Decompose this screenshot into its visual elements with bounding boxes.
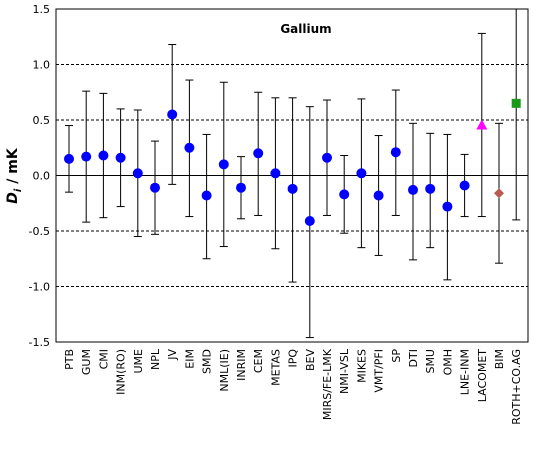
data-point: [253, 148, 264, 159]
data-point: [236, 182, 246, 193]
x-tick-label: UME: [132, 349, 145, 374]
data-point: [390, 147, 401, 158]
y-tick-label: 1.5: [33, 3, 51, 16]
data-point: [184, 142, 195, 153]
x-tick-label: NPL: [149, 348, 162, 370]
data-point: [98, 150, 109, 161]
x-tick-label: PTB: [63, 349, 76, 370]
data-point: [304, 216, 315, 227]
x-tick-label: CEM: [252, 349, 265, 373]
x-tick-label: INRIM: [235, 349, 248, 381]
y-tick-label: 1.0: [33, 59, 51, 72]
x-axis-labels: PTB GUM CMI INM(RO) UME NPL JV EIM SMD NML(IE) INR…: [63, 348, 523, 425]
data-point-diamond: [494, 188, 504, 199]
x-tick-label: MIKES: [355, 349, 368, 383]
x-tick-label: EIM: [183, 349, 196, 369]
y-tick-label: 0.5: [33, 114, 51, 127]
x-tick-label: IPQ: [287, 349, 300, 368]
data-point: [218, 159, 229, 170]
data-point: [408, 184, 418, 195]
x-tick-label: SMU: [424, 349, 437, 374]
data-point: [64, 153, 74, 164]
x-tick-label: METAS: [269, 349, 282, 386]
x-tick-label: CMI: [97, 349, 110, 369]
x-tick-label: SMD: [201, 349, 214, 374]
data-point: [201, 190, 212, 201]
y-axis-title-subscript: i: [13, 188, 24, 192]
x-tick-label: SP: [390, 349, 403, 363]
x-tick-label: NML(IE): [218, 349, 231, 392]
x-tick-label: BEV: [304, 349, 317, 371]
x-tick-label: ROTH+CO.AG: [510, 349, 523, 425]
x-tick-label: MIRS/FE-LMK: [321, 348, 334, 420]
x-tick-label: LNE-INM: [459, 349, 472, 395]
y-axis-title-main: D: [5, 192, 21, 204]
x-tick-label: LACOMET: [476, 349, 489, 402]
data-point: [132, 168, 143, 179]
data-point: [442, 201, 453, 212]
data-point: [81, 151, 92, 162]
data-point: [425, 183, 436, 194]
data-point: [115, 152, 126, 163]
data-point: [459, 180, 470, 191]
y-tick-label: -1.0: [29, 281, 50, 294]
x-tick-label: DTI: [407, 349, 420, 367]
data-point: [167, 109, 178, 120]
data-point: [322, 152, 332, 163]
x-tick-label: GUM: [80, 349, 93, 375]
x-tick-label: VMT/PFI: [373, 349, 386, 393]
x-tick-label: BIM: [493, 349, 506, 369]
x-tick-label: JV: [166, 349, 179, 361]
y-tick-label: -0.5: [29, 225, 50, 238]
data-point-square: [511, 98, 521, 108]
data-points: [64, 98, 521, 227]
data-point: [373, 190, 384, 201]
data-point: [339, 189, 350, 200]
chart-title: Gallium: [280, 22, 331, 36]
x-tick-label: NMI-VSL: [338, 348, 351, 394]
y-axis-title: Di / mK: [5, 147, 24, 204]
x-tick-label: OMH: [441, 349, 454, 375]
data-point: [287, 183, 298, 194]
y-tick-label: -1.5: [29, 336, 50, 349]
data-point: [150, 182, 160, 193]
y-axis: -1.5 -1.0 -0.5 0.0 0.5 1.0 1.5: [29, 3, 50, 349]
data-point-triangle: [476, 119, 488, 130]
x-tick-label: INM(RO): [115, 349, 128, 395]
y-tick-label: 0.0: [33, 170, 51, 183]
data-point: [270, 168, 281, 179]
data-point: [356, 168, 367, 179]
y-axis-title-rest: / mK: [5, 147, 21, 188]
